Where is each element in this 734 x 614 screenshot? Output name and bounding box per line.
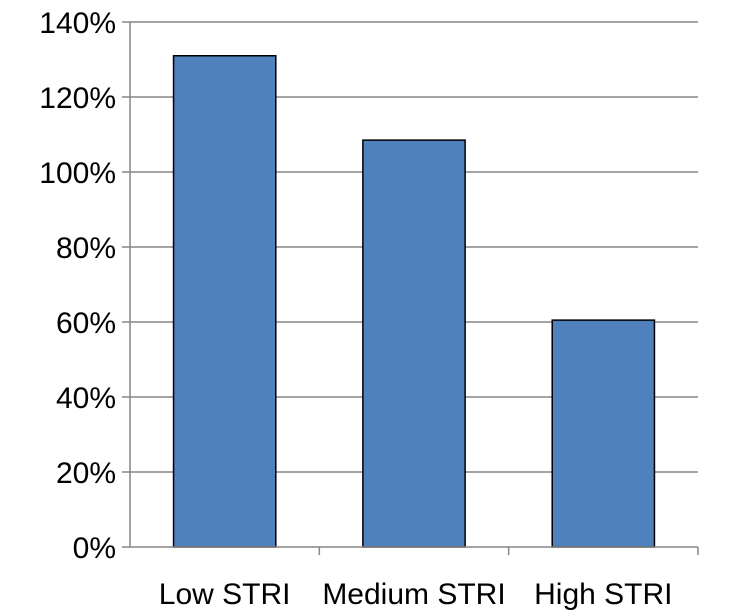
y-tick-label: 40% bbox=[56, 382, 116, 415]
bar-medium-stri bbox=[362, 139, 466, 548]
x-category-label: Medium STRI bbox=[322, 578, 505, 611]
y-tick-labels: 0% 20% 40% 60% 80% 100% 120% 140% bbox=[39, 7, 116, 565]
y-tick-label: 140% bbox=[39, 7, 116, 40]
y-tick-label: 120% bbox=[39, 82, 116, 115]
x-category-label: Low STRI bbox=[159, 578, 291, 611]
bar-low-stri bbox=[172, 55, 277, 548]
x-category-labels: Low STRI Medium STRI High STRI bbox=[159, 578, 673, 611]
y-tick-label: 100% bbox=[39, 157, 116, 190]
x-category-label: High STRI bbox=[534, 578, 672, 611]
axes bbox=[122, 21, 699, 555]
bars bbox=[172, 55, 656, 548]
bar-high-stri bbox=[551, 319, 656, 548]
y-tick-label: 60% bbox=[56, 307, 116, 340]
y-tick-label: 0% bbox=[73, 532, 116, 565]
y-tick-label: 80% bbox=[56, 232, 116, 265]
y-tick-label: 20% bbox=[56, 457, 116, 490]
